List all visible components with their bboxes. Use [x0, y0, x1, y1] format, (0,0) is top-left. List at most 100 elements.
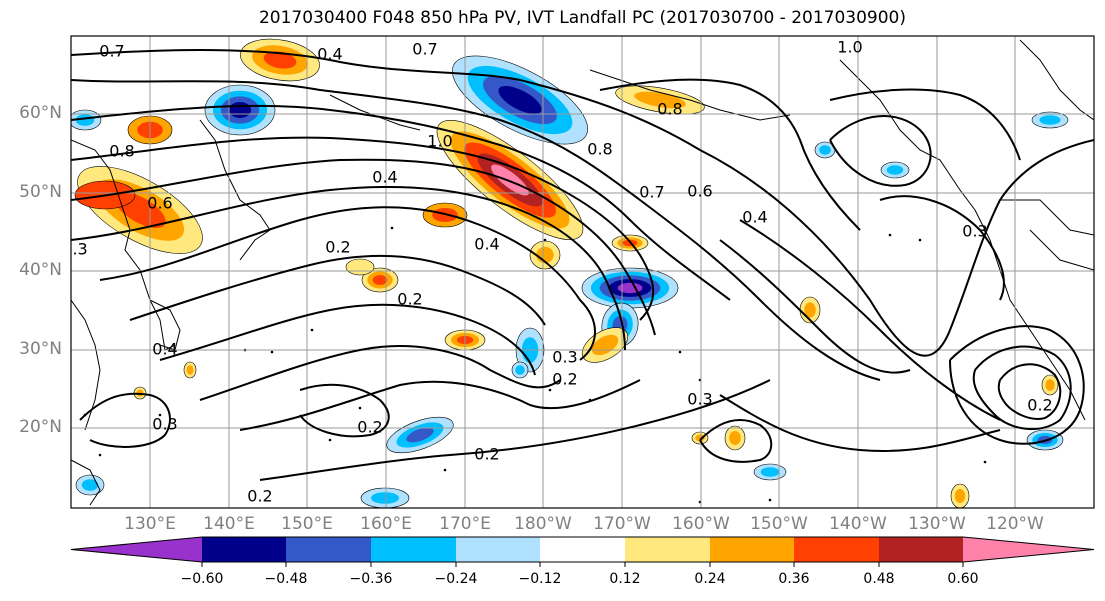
pv-anomaly-blob — [799, 296, 821, 324]
pv-fill-level — [491, 164, 529, 196]
pv-fill-level — [729, 431, 741, 445]
island — [888, 233, 892, 237]
ivt-contour-line — [599, 78, 861, 231]
colorbar-swatch — [202, 537, 286, 562]
ivt-contour-line — [259, 379, 771, 481]
lon-label: 160°E — [360, 514, 412, 534]
coastline — [1019, 39, 1094, 121]
lat-label: 50°N — [19, 182, 62, 202]
ivt-contour-line — [99, 206, 596, 361]
pv-fill-level — [617, 282, 643, 294]
contour-label: 0.4 — [152, 340, 177, 359]
lat-label: 40°N — [19, 260, 62, 280]
lon-label: 170°W — [593, 514, 651, 534]
contour-label: 0.2 — [357, 418, 382, 437]
island — [548, 388, 552, 392]
ivt-contour-line — [719, 239, 911, 374]
ivt-contour-line — [239, 379, 641, 431]
gridlines — [71, 36, 1094, 508]
lon-label: 140°W — [829, 514, 887, 534]
contour-label: 0.7 — [99, 42, 124, 61]
contour-label: 0.7 — [639, 183, 664, 202]
lon-label: 170°E — [439, 514, 491, 534]
ivt-contour-line — [71, 136, 655, 321]
contour-label: 0.6 — [147, 194, 172, 213]
coastline — [589, 69, 791, 121]
pv-fill-level — [81, 479, 99, 491]
contour-label: 0.2 — [247, 487, 272, 506]
ivt-contour-line — [997, 363, 1062, 420]
contour-label: 0.8 — [109, 142, 134, 161]
contour-label: 1.0 — [427, 132, 452, 151]
contour-label: 0.4 — [474, 235, 499, 254]
ivt-contours — [71, 49, 1094, 481]
lon-label: 160°W — [672, 514, 730, 534]
lon-label: 130°W — [908, 514, 966, 534]
coastline — [149, 299, 181, 351]
colorbar-tick-label: −0.12 — [518, 571, 562, 587]
pv-fill-level — [498, 85, 542, 115]
pv-fill-level — [263, 51, 297, 69]
colorbar-tick-label: 0.12 — [609, 571, 641, 587]
colorbar-swatch — [794, 537, 879, 562]
pv-anomaly-blob — [71, 109, 102, 131]
lon-label: 120°W — [986, 514, 1044, 534]
contour-label: 0.6 — [687, 182, 712, 201]
coastline — [1000, 199, 1094, 236]
pv-anomaly-blob — [615, 85, 705, 115]
colorbar-swatch — [540, 537, 625, 562]
island — [98, 453, 102, 457]
lat-label: 60°N — [19, 103, 62, 123]
coastline — [199, 119, 271, 261]
island — [983, 460, 987, 464]
pv-fill-level — [1045, 379, 1055, 391]
pv-anomaly-blob — [511, 361, 529, 379]
contour-label: 0.4 — [742, 208, 767, 227]
pv-anomaly-blob — [880, 161, 910, 179]
ivt-contour-line — [159, 303, 536, 376]
contour-label: 0.3 — [687, 390, 712, 409]
contour-label: 0.3 — [552, 348, 577, 367]
colorbar-tick-label: 0.36 — [778, 571, 810, 587]
lon-label: 130°E — [124, 514, 176, 534]
pv-anomaly-blob — [1041, 374, 1059, 396]
lon-label: 140°E — [203, 514, 255, 534]
coastline — [71, 139, 176, 351]
colorbar-tick-label: −0.48 — [264, 571, 308, 587]
lon-label: 180°W — [514, 514, 572, 534]
ivt-contour-line — [199, 345, 561, 401]
colorbar-swatch — [71, 537, 202, 562]
pv-anomaly-blob — [814, 141, 836, 159]
lon-label: 150°W — [750, 514, 808, 534]
island — [678, 350, 682, 354]
coastline — [1029, 229, 1094, 271]
pv-anomaly-blob — [204, 84, 276, 136]
pv-fill-level — [371, 492, 399, 504]
pv-fill-level — [695, 434, 705, 442]
island — [918, 238, 922, 242]
pv-anomaly-blob — [386, 416, 454, 454]
contour-label: 0.8 — [587, 140, 612, 159]
pv-fill-level — [819, 145, 831, 155]
ivt-contour-line — [719, 394, 1001, 452]
ivt-contour-line — [299, 383, 390, 438]
pv-fill-level — [1039, 115, 1061, 125]
pv-fill-level — [954, 489, 966, 503]
pv-fill-level — [228, 102, 252, 118]
pv-anomaly-blob — [360, 487, 410, 508]
pv-anomaly-blob — [75, 474, 105, 496]
colorbar-tick-label: 0.60 — [947, 571, 979, 587]
island — [270, 350, 274, 354]
colorbar-swatch — [879, 537, 963, 562]
pv-anomaly-blob — [451, 55, 589, 145]
colorbar — [70, 536, 1095, 567]
coastline — [71, 299, 101, 431]
ivt-contour-line — [71, 158, 656, 336]
contour-label: 0.3 — [62, 240, 87, 259]
pv-anomaly-blob — [753, 463, 787, 481]
ivt-contour-line — [829, 88, 1021, 161]
contour-label: 0.3 — [962, 222, 987, 241]
contour-label: 0.4 — [317, 45, 342, 64]
pv-anomaly-blob — [724, 425, 746, 451]
